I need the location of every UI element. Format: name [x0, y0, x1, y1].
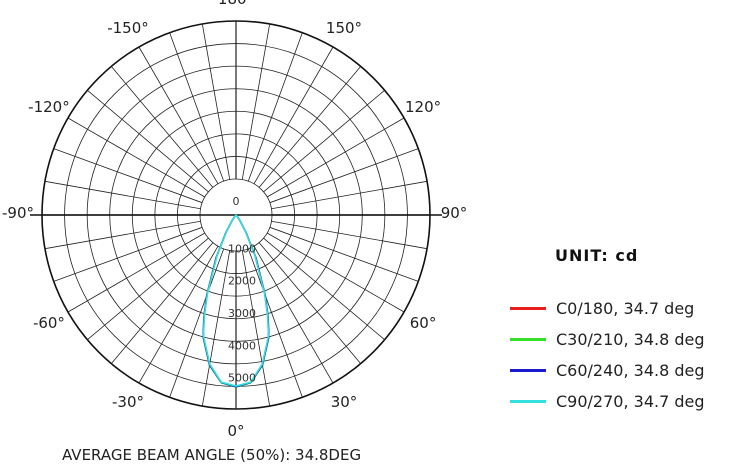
- legend-label: C90/270, 34.7 deg: [556, 392, 705, 411]
- angle-label: -30°: [112, 393, 144, 411]
- grid-spoke: [263, 89, 385, 193]
- radial-tick-label: 1000: [228, 242, 256, 255]
- angle-label: -60°: [33, 314, 65, 332]
- legend-label: C60/240, 34.8 deg: [556, 361, 705, 380]
- grid-spoke: [269, 226, 419, 282]
- grid-spoke: [253, 46, 334, 185]
- grid-spoke: [169, 248, 225, 398]
- grid-spoke: [201, 250, 231, 407]
- angle-label: -150°: [107, 19, 149, 37]
- legend-item-c90: C90/270, 34.7 deg: [510, 386, 705, 417]
- angle-label: -90°: [2, 204, 34, 222]
- legend-item-c60: C60/240, 34.8 deg: [510, 355, 705, 386]
- grid-spoke: [169, 32, 225, 182]
- grid-spoke: [247, 248, 303, 398]
- angle-label: 180°: [218, 0, 254, 8]
- grid-spoke: [201, 23, 231, 180]
- grid-spoke: [53, 226, 203, 282]
- grid-spoke: [241, 23, 271, 180]
- grid-spoke: [87, 89, 209, 193]
- legend-swatch: [510, 338, 546, 341]
- series-line: [202, 214, 270, 387]
- grid-spoke: [138, 46, 219, 185]
- grid-spoke: [258, 66, 362, 188]
- angle-label: 90°: [441, 204, 468, 222]
- legend-swatch: [510, 307, 546, 310]
- grid-spoke: [271, 220, 428, 250]
- radial-tick-label: 2000: [228, 275, 256, 288]
- legend-swatch: [510, 400, 546, 403]
- grid-spoke: [110, 66, 214, 188]
- grid-spoke: [271, 180, 428, 210]
- grid-spoke: [44, 220, 201, 250]
- legend-label: C30/210, 34.8 deg: [556, 330, 705, 349]
- angle-label: 30°: [331, 393, 358, 411]
- grid-spoke: [241, 250, 271, 407]
- legend-swatch: [510, 369, 546, 372]
- grid-spoke: [138, 245, 219, 384]
- grid-spoke: [263, 237, 385, 341]
- angle-label: 120°: [405, 98, 441, 116]
- radial-tick-label: 3000: [228, 307, 256, 320]
- grid-spoke: [44, 180, 201, 210]
- grid-spoke: [269, 148, 419, 204]
- angle-label: 60°: [410, 314, 437, 332]
- radial-tick-label: 5000: [228, 372, 256, 385]
- angle-label: 0°: [227, 422, 244, 440]
- grid-spoke: [110, 242, 214, 364]
- grid-spoke: [67, 117, 206, 198]
- beam-angle-caption: AVERAGE BEAM ANGLE (50%): 34.8DEG: [62, 446, 362, 464]
- grid-spoke: [87, 237, 209, 341]
- radial-tick-label: 4000: [228, 339, 256, 352]
- legend-label: C0/180, 34.7 deg: [556, 299, 695, 318]
- grid-spoke: [67, 232, 206, 313]
- legend-item-c30: C30/210, 34.8 deg: [510, 324, 705, 355]
- angle-label: -120°: [28, 98, 70, 116]
- grid-spoke: [258, 242, 362, 364]
- grid-spoke: [266, 117, 405, 198]
- radial-tick-label: 0: [233, 195, 240, 208]
- grid-spoke: [253, 245, 334, 384]
- grid-spoke: [266, 232, 405, 313]
- grid-spoke: [53, 148, 203, 204]
- legend: C0/180, 34.7 deg C30/210, 34.8 deg C60/2…: [510, 293, 705, 417]
- unit-title: UNIT: cd: [555, 246, 639, 265]
- grid-spoke: [247, 32, 303, 182]
- legend-item-c0: C0/180, 34.7 deg: [510, 293, 705, 324]
- angle-label: 150°: [326, 19, 362, 37]
